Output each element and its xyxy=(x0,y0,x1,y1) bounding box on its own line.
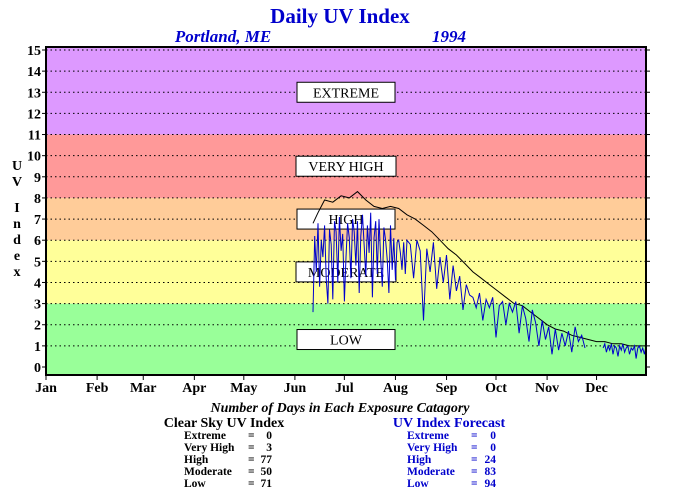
y-axis-label-letter: e xyxy=(14,249,20,264)
y-tick-label: 4 xyxy=(34,276,41,291)
series-forecast xyxy=(602,342,647,359)
summary-row-equals: = xyxy=(248,478,255,490)
summary-row-equals: = xyxy=(248,454,255,466)
summary-title: Clear Sky UV Index xyxy=(164,416,284,431)
summary-row-equals: = xyxy=(248,466,255,478)
x-tick-label: Jul xyxy=(335,381,354,396)
y-tick-label: 7 xyxy=(34,213,41,228)
y-axis-label-letter: x xyxy=(14,265,21,280)
x-tick-label: Jun xyxy=(284,381,307,396)
summary-row-label: High xyxy=(184,454,209,466)
band-label: VERY HIGH xyxy=(308,160,383,175)
summary-row-label: Low xyxy=(184,478,206,490)
summary-row-value: 0 xyxy=(490,430,496,442)
x-tick-label: Nov xyxy=(535,381,559,396)
summary-row-label: Low xyxy=(407,478,429,490)
x-tick-label: May xyxy=(230,381,257,396)
band-label-box xyxy=(296,329,396,351)
summary-row-value: 50 xyxy=(261,466,273,478)
summary-row-value: 83 xyxy=(485,466,497,478)
summary-row-value: 94 xyxy=(485,478,497,490)
summary-row-value: 0 xyxy=(266,430,272,442)
band-label-box xyxy=(296,81,396,103)
y-tick-label: 13 xyxy=(27,86,41,101)
summary-row-equals: = xyxy=(248,430,255,442)
y-tick-label: 9 xyxy=(34,171,41,186)
y-tick-label: 10 xyxy=(27,150,41,165)
summary-row-equals: = xyxy=(471,466,478,478)
summary-row-label: Moderate xyxy=(184,466,232,478)
summary-row-label: Very High xyxy=(407,442,458,454)
summary-row-equals: = xyxy=(248,442,255,454)
summary-row-label: Moderate xyxy=(407,466,455,478)
x-tick-label: Mar xyxy=(130,381,156,396)
y-axis-label-letter: I xyxy=(14,201,19,216)
band-label: EXTREME xyxy=(313,86,379,101)
series-layer xyxy=(312,190,647,359)
chart-year: 1994 xyxy=(432,27,466,46)
summary-row-value: 24 xyxy=(485,454,497,466)
y-tick-label: 12 xyxy=(27,107,41,122)
x-tick-label: Dec xyxy=(585,381,608,396)
x-tick-label: Jan xyxy=(35,381,57,396)
summary-row-value: 0 xyxy=(490,442,496,454)
band-label: LOW xyxy=(330,334,363,349)
y-tick-label: 11 xyxy=(28,129,41,144)
y-axis-label-letter: V xyxy=(12,175,22,190)
y-axis-label-letter: n xyxy=(13,217,21,232)
x-axis: Jan Feb Mar Apr May Jun Jul Aug Sep Oct Nov Dec xyxy=(35,375,608,396)
y-tick-label: 14 xyxy=(27,65,41,80)
plot-frame xyxy=(45,46,647,376)
x-tick-label: Feb xyxy=(86,381,109,396)
summary-row-label: High xyxy=(407,454,432,466)
summary-row-equals: = xyxy=(471,430,478,442)
summary-row-equals: = xyxy=(471,478,478,490)
x-tick-label: Sep xyxy=(436,381,458,396)
y-tick-label: 2 xyxy=(34,319,41,334)
band-label-box xyxy=(295,155,397,177)
y-tick-label: 1 xyxy=(34,340,41,355)
summary-row-equals: = xyxy=(471,454,478,466)
summary-title: UV Index Forecast xyxy=(393,416,506,431)
x-tick-label: Aug xyxy=(383,381,408,396)
summary-row-label: Extreme xyxy=(407,430,449,442)
y-tick-label: 8 xyxy=(34,192,41,207)
summary-row-value: 77 xyxy=(261,454,273,466)
series-clear-sky xyxy=(312,190,646,347)
chart-title: Daily UV Index xyxy=(270,4,410,28)
summary-row-label: Very High xyxy=(184,442,235,454)
summary-row-equals: = xyxy=(471,442,478,454)
x-axis-note: Number of Days in Each Exposure Catagory xyxy=(209,401,470,416)
chart-location: Portland, ME xyxy=(174,27,271,46)
y-tick-label: 15 xyxy=(27,44,41,59)
y-axis-label-letter: U xyxy=(12,159,22,174)
y-axis-label-letter: d xyxy=(13,233,21,248)
summary-row-value: 71 xyxy=(261,478,273,490)
y-tick-label: 5 xyxy=(34,255,41,270)
y-tick-label: 3 xyxy=(34,298,41,313)
x-tick-label: Oct xyxy=(485,381,507,396)
series-forecast xyxy=(312,212,586,355)
y-tick-label: 0 xyxy=(34,361,41,376)
x-tick-label: Apr xyxy=(182,381,206,396)
band-label: HIGH xyxy=(329,213,364,228)
summary-row-value: 3 xyxy=(266,442,272,454)
grid-layer xyxy=(46,49,646,347)
y-tick-label: 6 xyxy=(34,234,41,249)
summary-row-label: Extreme xyxy=(184,430,226,442)
